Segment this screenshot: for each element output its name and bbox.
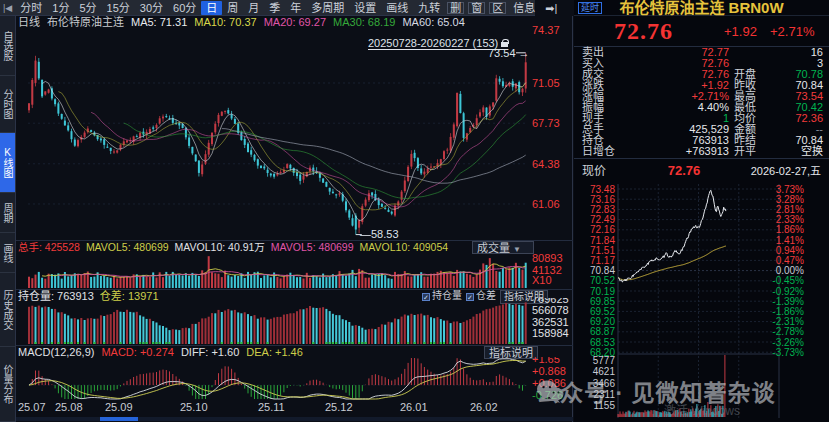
toolbar-item-周[interactable]: 周 bbox=[222, 1, 243, 15]
quote-row: 振幅4.40%最低70.42 bbox=[574, 102, 829, 113]
toolbar-item-15分[interactable]: 15分 bbox=[102, 1, 135, 15]
volume-chart[interactable]: 8089341132X10 bbox=[16, 253, 573, 289]
svg-text:362531: 362531 bbox=[532, 316, 569, 328]
svg-text:-3.73%: -3.73% bbox=[772, 347, 804, 358]
sidebar-item-自选股[interactable]: 自选股 bbox=[0, 16, 15, 76]
delay-badge: 延时 bbox=[578, 2, 602, 14]
toolbar-item-画线[interactable]: 画线 bbox=[381, 1, 413, 15]
indicator-value: MAVOL5: 480699 bbox=[271, 241, 354, 253]
sidebar-item-价量分布[interactable]: 价量分布 bbox=[0, 347, 15, 422]
quote-panel: 延时 布伦特原油主连 BRN0W 72.76 +1.92 +2.71% 卖出72… bbox=[574, 0, 829, 422]
trading-app: |◀分时1分5分15分30分60分日周月季年多周期设置画线九转删窗区信息➡| 自… bbox=[0, 0, 829, 422]
toolbar: |◀分时1分5分15分30分60分日周月季年多周期设置画线九转删窗区信息➡| bbox=[0, 0, 535, 16]
x-axis-label: 25.08 bbox=[55, 401, 83, 413]
lock-icon bbox=[501, 39, 508, 47]
x-axis-label: 26.02 bbox=[470, 401, 498, 413]
toolbar-item-60分[interactable]: 60分 bbox=[168, 1, 201, 15]
current-price-row: 现价 72.76 2026-02-27,五 bbox=[574, 160, 829, 182]
indicator-value: MAVOL10: 409054 bbox=[360, 241, 449, 253]
quote-row: 日增仓+763913开平空换 bbox=[574, 146, 829, 157]
sidebar-item-分时图[interactable]: 分时图 bbox=[0, 76, 15, 133]
x-axis-label: 25.11 bbox=[258, 401, 285, 413]
svg-text:X10: X10 bbox=[532, 274, 552, 286]
sidebar-item-画线[interactable]: 画线 bbox=[0, 233, 15, 273]
low-price-label: —58.53 bbox=[360, 228, 399, 240]
svg-text:64.38: 64.38 bbox=[532, 158, 560, 170]
svg-text:80893: 80893 bbox=[532, 253, 563, 264]
macd-chart[interactable]: +1.65+0.868+0.086-0.726 bbox=[16, 357, 573, 400]
indicator-value: MAVOL10: 40.91万 bbox=[175, 241, 265, 253]
toolbar-item-信息[interactable]: 信息 bbox=[508, 1, 540, 15]
collapse-icon[interactable]: |◀ bbox=[0, 0, 15, 16]
toolbar-item-区[interactable]: 区 bbox=[489, 2, 506, 14]
toolbar-item-删[interactable]: 删 bbox=[447, 2, 464, 14]
x-axis-label: 25.07 bbox=[18, 401, 46, 413]
svg-text:+1.65: +1.65 bbox=[532, 357, 560, 365]
x-axis-label: 25.09 bbox=[105, 401, 133, 413]
svg-text:61.06: 61.06 bbox=[532, 198, 560, 210]
toolbar-item-日[interactable]: 日 bbox=[201, 1, 222, 15]
price-change: +1.92 bbox=[724, 24, 757, 39]
x-axis-label: 26.01 bbox=[400, 401, 428, 413]
instrument-title: 布伦特原油主连 BRN0W bbox=[574, 0, 829, 16]
toolbar-item-多周期[interactable]: 多周期 bbox=[306, 1, 349, 15]
open-interest-chart[interactable]: 769625566078362531158984 bbox=[16, 298, 573, 344]
svg-text:566078: 566078 bbox=[532, 304, 569, 316]
price-change-pct: +2.71% bbox=[770, 24, 814, 39]
toolbar-item-年[interactable]: 年 bbox=[285, 1, 306, 15]
sidebar-item-K线图[interactable]: K线图 bbox=[0, 133, 15, 193]
toolbar-item-季[interactable]: 季 bbox=[264, 1, 285, 15]
toolbar-item-分时[interactable]: 分时 bbox=[15, 1, 47, 15]
toolbar-item-30分[interactable]: 30分 bbox=[135, 1, 168, 15]
indicator-value: 总手: 425528 bbox=[18, 241, 80, 253]
sidebar-item-周期[interactable]: 周期 bbox=[0, 193, 15, 233]
volume-header: 总手: 425528 MAVOL5: 480699 MAVOL10: 40.91万 M… bbox=[18, 241, 448, 253]
toolbar-item-窗[interactable]: 窗 bbox=[468, 2, 485, 14]
sidebar: 自选股分时图K线图周期画线历史成交价量分布 bbox=[0, 16, 16, 422]
svg-text:5777: 5777 bbox=[593, 355, 616, 366]
wechat-icon bbox=[536, 379, 564, 403]
toolbar-item-5分[interactable]: 5分 bbox=[74, 1, 101, 15]
svg-text:158984: 158984 bbox=[532, 327, 569, 339]
date-label: 2026-02-27,五 bbox=[751, 160, 821, 182]
toolbar-item-月[interactable]: 月 bbox=[243, 1, 264, 15]
sidebar-item-历史成交[interactable]: 历史成交 bbox=[0, 273, 15, 347]
svg-text:71.05: 71.05 bbox=[532, 77, 560, 89]
main-chart-area: 日线布伦特原油主连MA5: 71.31MA10: 70.37MA20: 69.2… bbox=[16, 16, 573, 422]
svg-text:74.37: 74.37 bbox=[532, 24, 560, 36]
high-price-label: 73.54 → bbox=[488, 47, 530, 59]
watermark: 公众号 · 见微知著杂谈 bbox=[536, 374, 775, 408]
indicator-value: MAVOL5: 480699 bbox=[86, 241, 169, 253]
toolbar-item-1分[interactable]: 1分 bbox=[47, 1, 74, 15]
svg-text:67.73: 67.73 bbox=[532, 117, 560, 129]
toolbar-item-设置[interactable]: 设置 bbox=[349, 1, 381, 15]
quote-rows: 卖出72.7716买入72.763成交72.76开盘70.78涨跌+1.92昨收… bbox=[574, 47, 829, 157]
scrollbar-thumb[interactable] bbox=[100, 417, 138, 421]
x-axis-label: 25.12 bbox=[325, 401, 353, 413]
toolbar-item-➡|[interactable]: ➡| bbox=[540, 1, 562, 15]
toolbar-item-九转[interactable]: 九转 bbox=[413, 1, 445, 15]
x-axis-label: 25.10 bbox=[180, 401, 208, 413]
last-price: 72.76 bbox=[614, 18, 673, 45]
